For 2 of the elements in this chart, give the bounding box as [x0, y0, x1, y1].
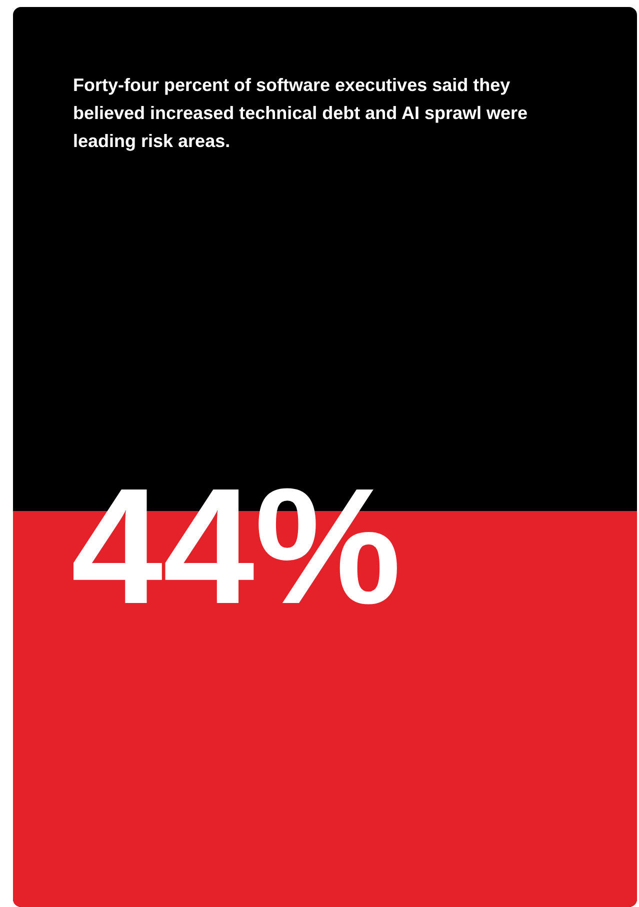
data-label: 44%	[71, 454, 402, 638]
text: Forty-four percent of software executives said they believed increased technical debt and AI sprawl were leading risk areas.	[73, 74, 528, 153]
